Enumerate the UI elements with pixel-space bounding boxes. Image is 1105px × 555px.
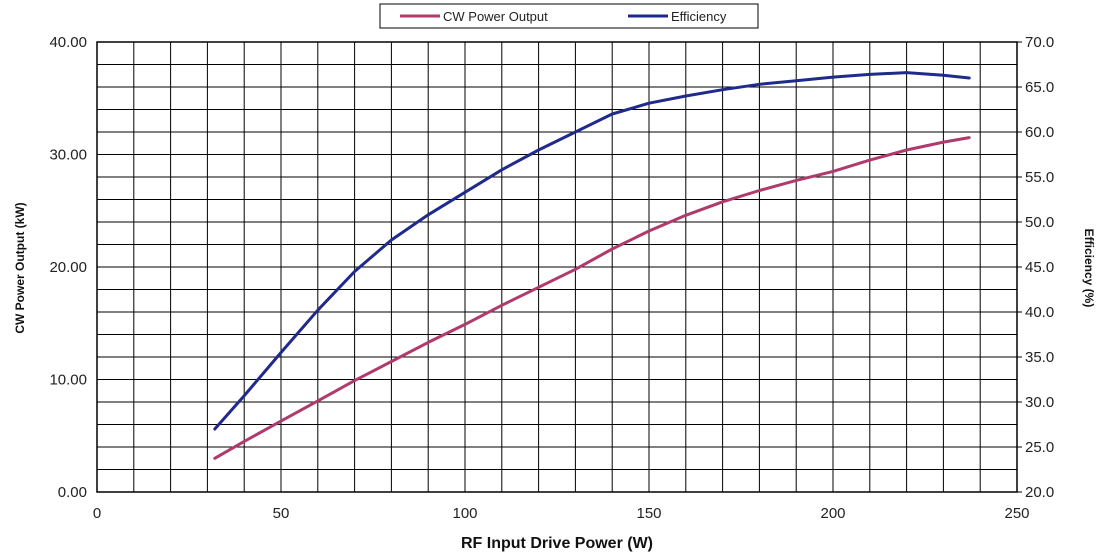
series-line-efficiency (213, 71, 971, 431)
x-tick-label: 200 (820, 505, 845, 522)
y2-tick-label: 60.0 (1025, 124, 1054, 141)
legend-box (379, 3, 759, 29)
y2-tick-label: 30.0 (1025, 394, 1054, 411)
legend-label-cw-power-output: CW Power Output (443, 9, 548, 24)
y2-tick-label: 40.0 (1025, 304, 1054, 321)
y2-tick-label: 55.0 (1025, 169, 1054, 186)
y-tick-label: 20.00 (49, 259, 87, 276)
y-axis-right-ticks: 20.0 25.0 30.0 35.0 40.0 45.0 50.0 55.0 60.0 65.0… (1017, 34, 1054, 501)
y2-tick-label: 20.0 (1025, 484, 1054, 501)
y-tick-label: 30.00 (49, 147, 87, 164)
x-tick-label: 100 (452, 505, 477, 522)
y-axis-right-title: Efficiency (%) (1082, 229, 1096, 308)
legend: CW Power Output Efficiency (379, 3, 759, 29)
y-tick-label: 10.00 (49, 372, 87, 389)
grid (97, 42, 1017, 492)
y-axis-left-ticks: 0.00 10.00 20.00 30.00 40.00 (49, 34, 87, 501)
y2-tick-label: 50.0 (1025, 214, 1054, 231)
y-tick-label: 0.00 (58, 484, 87, 501)
y2-tick-label: 35.0 (1025, 349, 1054, 366)
y-tick-label: 40.00 (49, 34, 87, 51)
x-tick-label: 250 (1004, 505, 1029, 522)
legend-label-efficiency: Efficiency (671, 9, 727, 24)
x-tick-label: 150 (636, 505, 661, 522)
y2-tick-label: 65.0 (1025, 79, 1054, 96)
x-tick-label: 0 (93, 505, 101, 522)
y2-tick-label: 25.0 (1025, 439, 1054, 456)
y2-tick-label: 70.0 (1025, 34, 1054, 51)
y-axis-left-title: CW Power Output (kW) (13, 202, 27, 333)
x-axis-ticks: 0 50 100 150 200 250 (93, 505, 1030, 522)
x-tick-label: 50 (273, 505, 290, 522)
series-line-cw-power-output (213, 136, 971, 460)
y2-tick-label: 45.0 (1025, 259, 1054, 276)
series-layer (213, 71, 971, 460)
x-axis-title: RF Input Drive Power (W) (461, 535, 653, 552)
